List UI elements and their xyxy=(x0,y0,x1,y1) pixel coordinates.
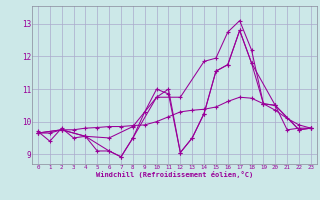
X-axis label: Windchill (Refroidissement éolien,°C): Windchill (Refroidissement éolien,°C) xyxy=(96,171,253,178)
